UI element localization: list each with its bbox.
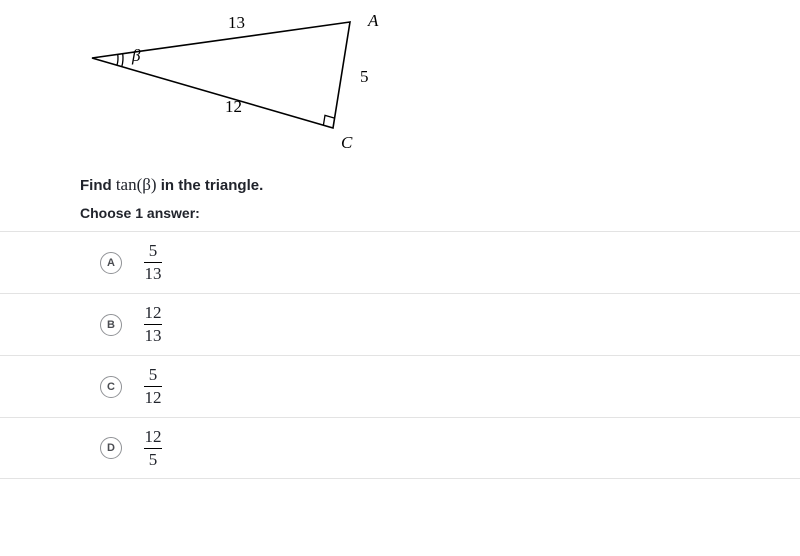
svg-text:B: B [80,49,81,68]
svg-text:13: 13 [228,13,245,32]
question-suffix: in the triangle. [157,177,264,194]
answer-fraction: 513 [144,241,162,283]
svg-text:5: 5 [360,67,369,86]
answer-letter-badge: C [100,376,122,398]
svg-text:A: A [367,11,379,30]
answer-option[interactable]: B 1213 [0,293,800,355]
question-math: tan(β) [116,175,157,194]
svg-text:12: 12 [225,97,242,116]
answer-fraction: 125 [144,427,162,469]
triangle-diagram: A B C 13 5 12 β [0,0,800,160]
answer-fraction: 512 [144,365,162,407]
exercise-container: ABC13512β Find tan(β) in the triangle. C… [0,0,800,479]
answer-list: A 513 B 1213 C 512 D 125 [0,231,800,479]
svg-text:β: β [131,46,141,65]
answer-letter-badge: D [100,437,122,459]
answer-option[interactable]: A 513 [0,231,800,293]
answer-letter-badge: B [100,314,122,336]
answer-fraction: 1213 [144,303,162,345]
question-text: Find tan(β) in the triangle. [0,160,800,205]
answer-letter-badge: A [100,252,122,274]
svg-text:C: C [341,133,353,152]
answer-option[interactable]: D 125 [0,417,800,479]
choose-label: Choose 1 answer: [0,205,800,231]
question-prefix: Find [80,177,116,194]
answer-option[interactable]: C 512 [0,355,800,417]
